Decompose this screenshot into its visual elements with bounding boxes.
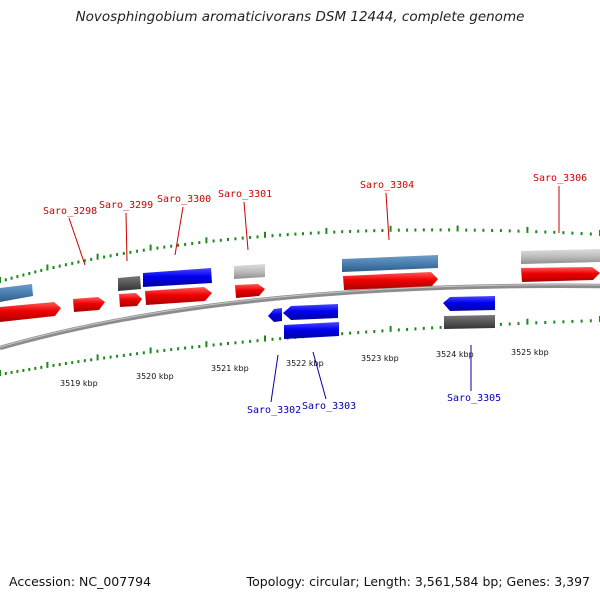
genome-stats-text: Topology: circular; Length: 3,561,584 bp… (246, 574, 590, 589)
scale-label-3525: 3525 kbp (511, 348, 549, 357)
leader-saro-3298 (68, 217, 86, 266)
leader-saro-3304 (385, 192, 390, 241)
gene-arrow-saro-3304[interactable] (343, 272, 438, 290)
genome-backbone (0, 283, 600, 351)
gene-arrow-saro-3303[interactable] (283, 304, 338, 320)
leader-saro-3301 (243, 201, 249, 251)
gene-label-saro-3302[interactable]: Saro_3302 (247, 405, 301, 416)
scale-label-3522: 3522 kbp (286, 359, 324, 368)
leader-saro-3299 (125, 212, 128, 262)
gene-block-saro-3304-outer[interactable] (342, 255, 438, 272)
gene-arrow-saro-3302[interactable] (268, 308, 282, 322)
gene-arrow-saro-3306[interactable] (521, 267, 600, 282)
gene-label-saro-3303[interactable]: Saro_3303 (302, 401, 356, 412)
gene-block-saro-3306-outer[interactable] (521, 249, 600, 264)
gene-arrow-saro-3305[interactable] (443, 296, 495, 311)
leader-saro-3300 (174, 206, 184, 256)
map-title: Novosphingobium aromaticivorans DSM 1244… (75, 9, 525, 25)
gene-block-saro-3305-inner[interactable] (444, 315, 495, 329)
scale-label-3524: 3524 kbp (436, 350, 474, 359)
scale-label-3520: 3520 kbp (136, 372, 174, 381)
leader-saro-3303 (312, 351, 327, 400)
gene-block-outer-left[interactable] (0, 284, 33, 302)
gene-label-saro-3299[interactable]: Saro_3299 (99, 200, 153, 211)
gene-block-saro-3299-outer[interactable] (118, 276, 141, 291)
gene-block-saro-3303-inner[interactable] (284, 322, 339, 339)
gene-arrow-saro-3301[interactable] (235, 284, 265, 298)
gene-arrow-saro-3300[interactable] (145, 287, 212, 305)
scale-label-3521: 3521 kbp (211, 364, 249, 373)
scale-label-3523: 3523 kbp (361, 354, 399, 363)
gene-block-saro-3301-outer[interactable] (234, 264, 265, 279)
gene-arrow-left-edge[interactable] (0, 302, 61, 322)
gene-label-saro-3306[interactable]: Saro_3306 (533, 173, 587, 184)
gene-label-saro-3298[interactable]: Saro_3298 (43, 206, 97, 217)
gene-arrow-saro-3299[interactable] (119, 293, 142, 307)
gene-label-saro-3304[interactable]: Saro_3304 (360, 180, 414, 191)
gene-label-saro-3300[interactable]: Saro_3300 (157, 194, 211, 205)
leader-saro-3302 (270, 354, 279, 403)
upper-tick-ring (0, 225, 600, 283)
scale-label-3519: 3519 kbp (60, 379, 98, 388)
accession-text: Accession: NC_007794 (9, 574, 152, 589)
gene-label-saro-3301[interactable]: Saro_3301 (218, 189, 272, 200)
gene-label-saro-3305[interactable]: Saro_3305 (447, 393, 501, 404)
gene-arrow-saro-3298[interactable] (73, 297, 105, 312)
genome-backbone-highlight (0, 284, 600, 348)
gene-block-blue-outer[interactable] (143, 268, 212, 287)
